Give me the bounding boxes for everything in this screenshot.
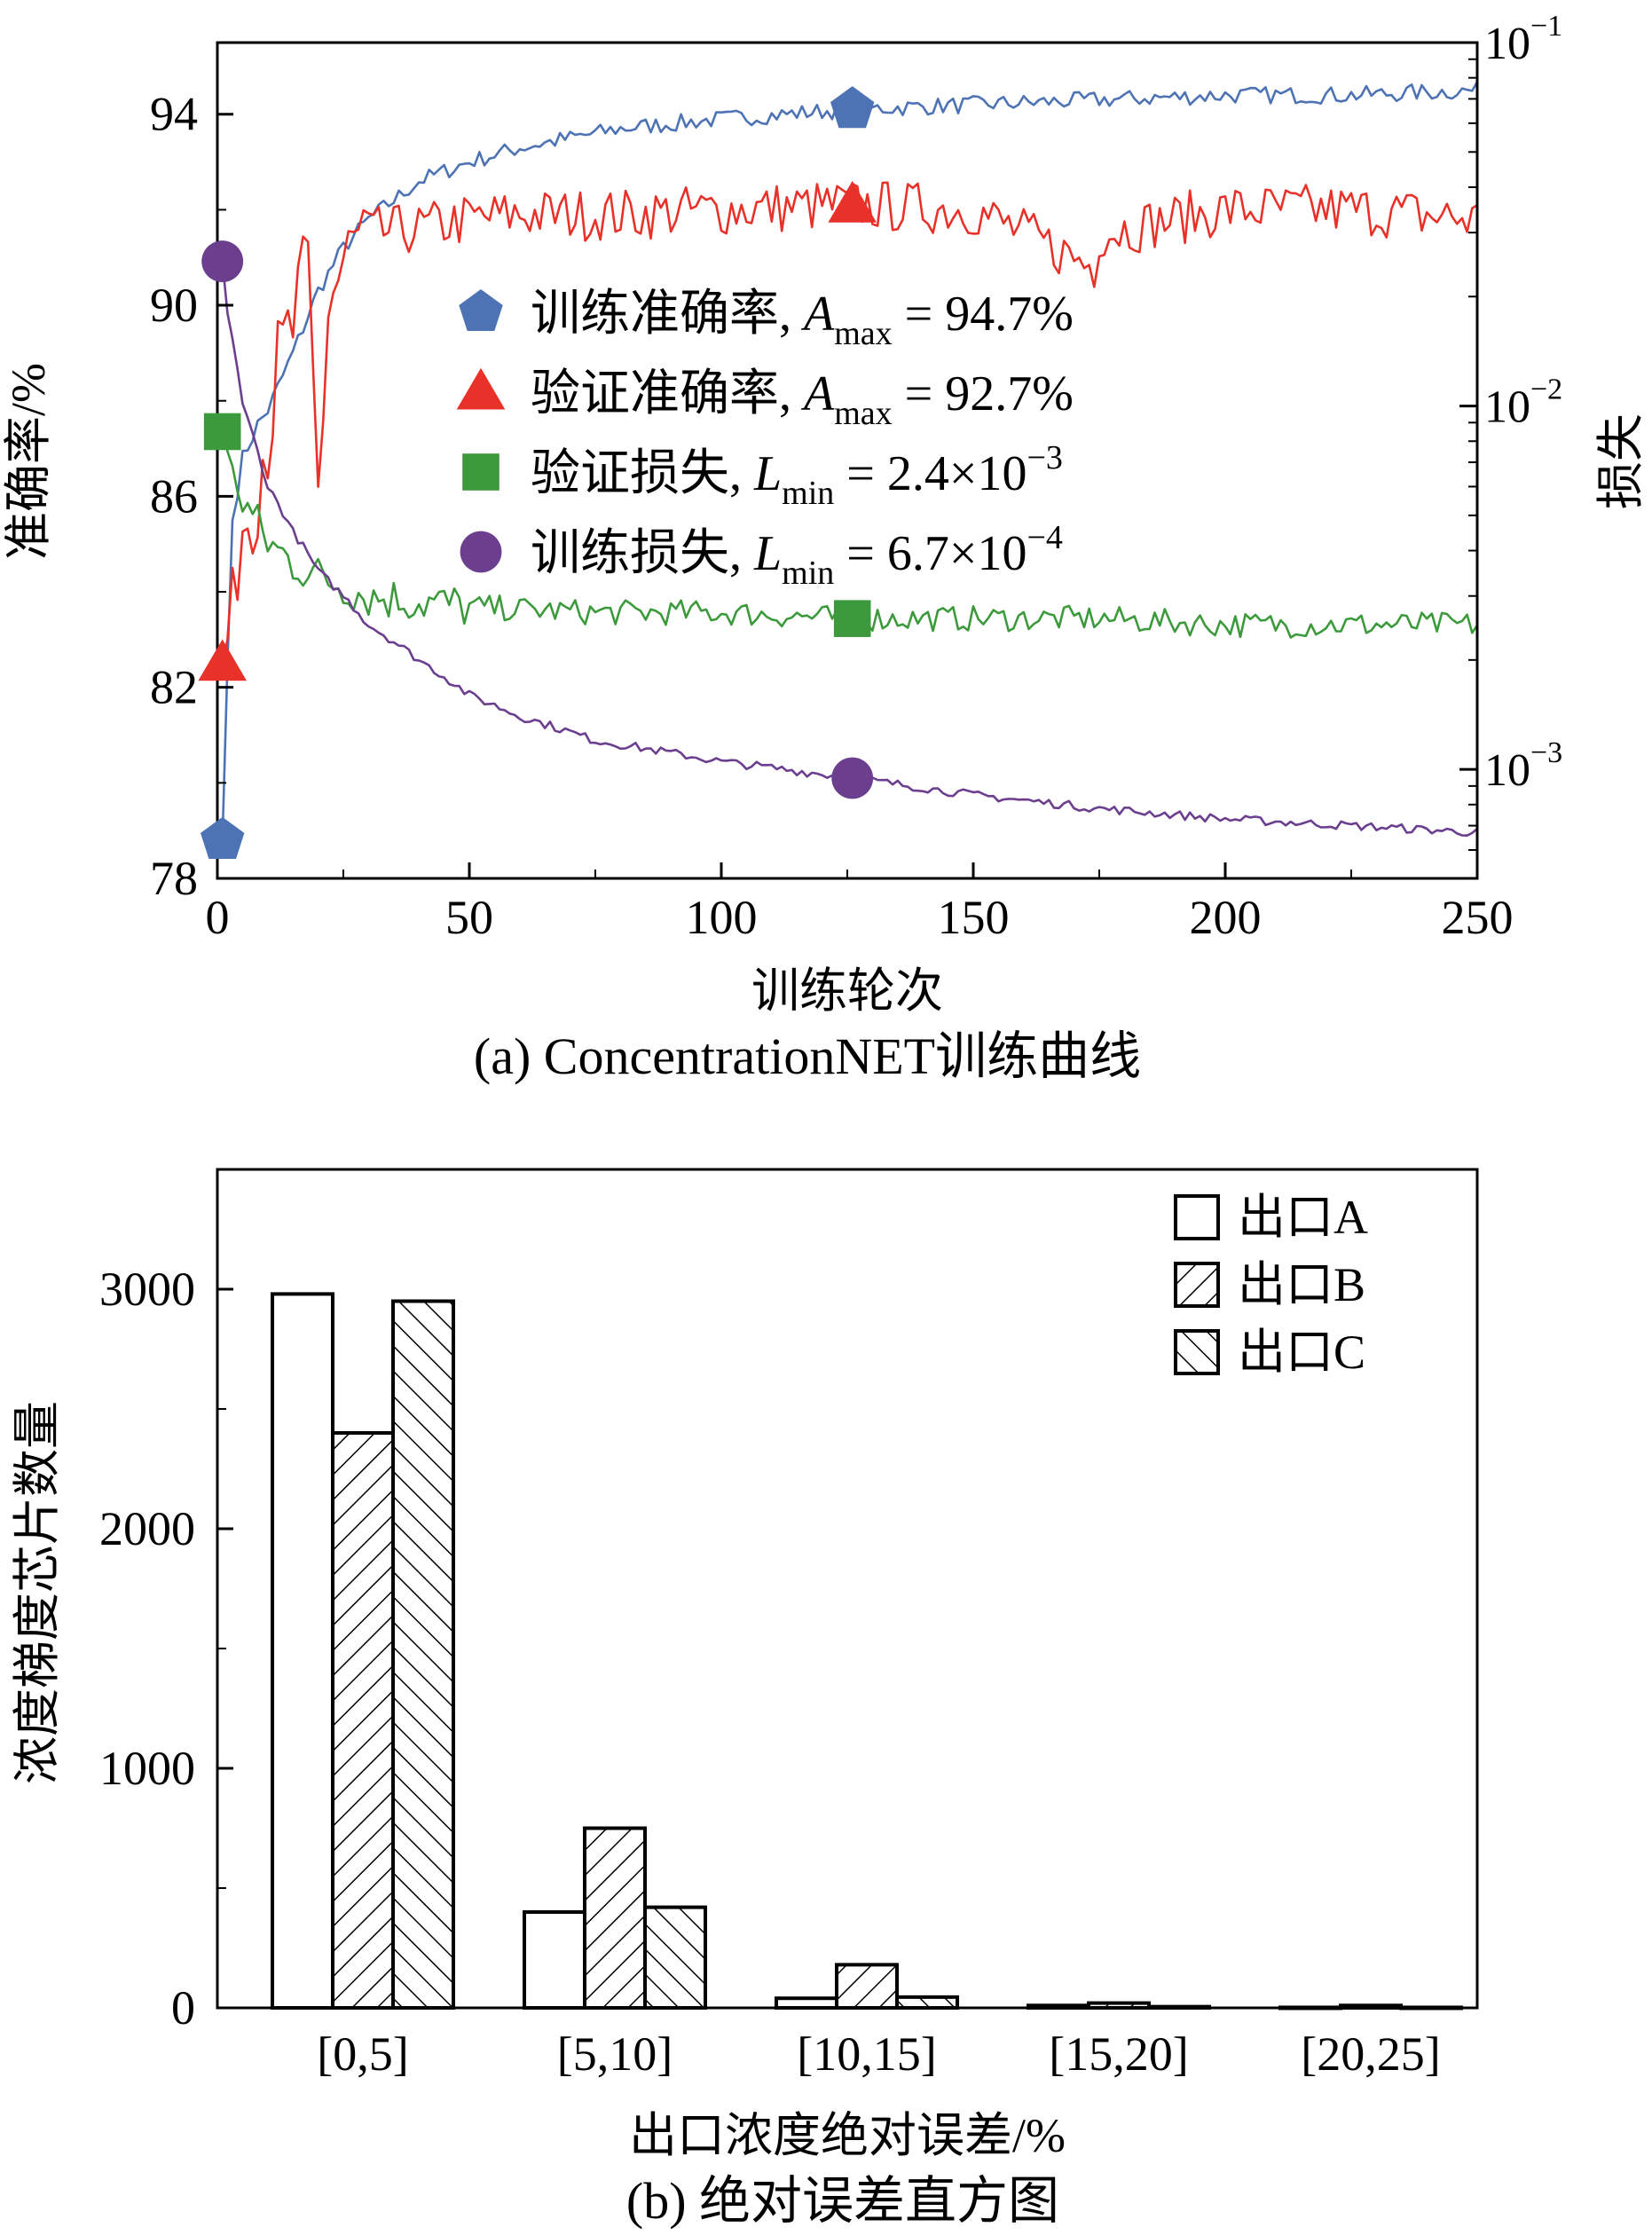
x-tick-label: 100 — [686, 891, 758, 944]
x-axis-label-b: 出口浓度绝对误差/% — [629, 2109, 1066, 2162]
legend-marker-val_loss — [462, 453, 500, 491]
bar-出口C-[10,15] — [895, 1995, 959, 2011]
legend-label-出口B: 出口B — [1238, 1258, 1365, 1311]
bar-出口B-[10,15] — [835, 1963, 899, 2010]
y2-tick-label: 10−3 — [1484, 736, 1562, 796]
legend-swatch-出口B — [1174, 1262, 1220, 1308]
x-tick-label: 200 — [1190, 891, 1262, 944]
legend-swatch-出口A — [1174, 1194, 1220, 1240]
y-tick-label-b: 1000 — [99, 1742, 195, 1795]
x-tick-label-b: [15,20] — [1049, 2027, 1188, 2081]
legend-swatch-出口C — [1174, 1329, 1220, 1375]
bar-出口C-[0,5] — [391, 1299, 455, 2010]
marker-train_loss — [201, 240, 244, 282]
legend-marker-train_loss — [460, 531, 502, 573]
marker-val_loss — [203, 413, 241, 451]
marker-val_acc — [198, 639, 247, 681]
y-tick-label: 94 — [150, 88, 198, 141]
marker-val_acc — [828, 180, 877, 223]
x-tick-label: 250 — [1442, 891, 1514, 944]
legend-label-val_acc: 验证准确率, Amax = 92.7% — [531, 366, 1074, 432]
x-axis-label: 训练轮次 — [751, 964, 943, 1018]
marker-val_loss — [833, 600, 871, 637]
caption-b: (b) 绝对误差直方图 — [626, 2172, 1059, 2230]
y-tick-label-b: 0 — [171, 1981, 195, 2034]
y-tick-label-b: 2000 — [99, 1502, 195, 1555]
y2-tick-label: 10−1 — [1484, 10, 1562, 69]
legend-label-train_loss: 训练损失, Lmin = 6.7×10−4 — [531, 519, 1063, 592]
legend-marker-val_acc — [456, 367, 506, 410]
y-tick-label: 86 — [150, 469, 198, 523]
x-tick-label-b: [10,15] — [797, 2027, 936, 2081]
bar-出口C-[5,10] — [643, 1905, 707, 2011]
histogram-bars — [271, 1292, 1463, 2011]
y2-axis-ticks: 10−1 10−2 10−3 — [1459, 10, 1562, 851]
legend-label-val_loss: 验证损失, Lmin = 2.4×10−3 — [531, 439, 1063, 512]
marker-train_acc — [201, 816, 245, 859]
y-tick-label: 82 — [150, 661, 198, 714]
bar-出口A-[5,10] — [523, 1910, 586, 2010]
x-tick-label: 150 — [938, 891, 1010, 944]
y-tick-label-b: 3000 — [99, 1263, 195, 1316]
x-tick-label: 0 — [206, 891, 230, 944]
legend-label-出口C: 出口C — [1238, 1326, 1365, 1379]
plot-frame-b — [216, 1168, 1479, 2010]
y2-tick-label: 10−2 — [1484, 374, 1562, 433]
x-axis-ticks-b: [0,5] [5,10] [10,15] [15,20] [20,25] — [317, 2027, 1440, 2081]
marker-train_acc — [830, 86, 875, 129]
x-axis-ticks: 0 50 100 150 200 250 — [206, 862, 1514, 944]
marker-train_loss — [831, 757, 874, 799]
y-axis-ticks-b: 0 1000 2000 3000 — [99, 1263, 233, 2034]
x-tick-label-b: [20,25] — [1301, 2027, 1440, 2081]
legend-label-train_acc: 训练准确率, Amax = 94.7% — [531, 287, 1074, 352]
bar-出口A-[10,15] — [775, 1996, 838, 2010]
x-tick-label-b: [5,10] — [557, 2027, 673, 2081]
y-tick-label: 78 — [150, 852, 198, 905]
legend-marker-train_acc — [459, 289, 503, 331]
bar-出口A-[0,5] — [271, 1292, 334, 2010]
y-axis-label-b: 浓度梯度芯片数量 — [11, 1401, 64, 1784]
y-axis-label: 准确率/% — [2, 363, 55, 560]
legend: 训练准确率, Amax = 94.7% 验证准确率, Amax = 92.7% 验证… — [456, 287, 1074, 592]
y-axis-ticks: 78 82 86 90 94 — [150, 88, 233, 905]
x-tick-label: 50 — [445, 891, 493, 944]
y2-axis-label: 损失 — [1594, 413, 1648, 509]
legend-b: 出口A 出口B 出口C — [1174, 1191, 1368, 1379]
series-markers — [198, 86, 877, 859]
bar-出口B-[5,10] — [583, 1826, 647, 2010]
caption-a: (a) ConcentrationNET训练曲线 — [474, 1027, 1141, 1085]
x-tick-label-b: [0,5] — [317, 2027, 408, 2081]
bar-出口B-[0,5] — [331, 1431, 395, 2010]
y-tick-label: 90 — [150, 279, 198, 332]
legend-label-出口A: 出口A — [1238, 1191, 1368, 1244]
